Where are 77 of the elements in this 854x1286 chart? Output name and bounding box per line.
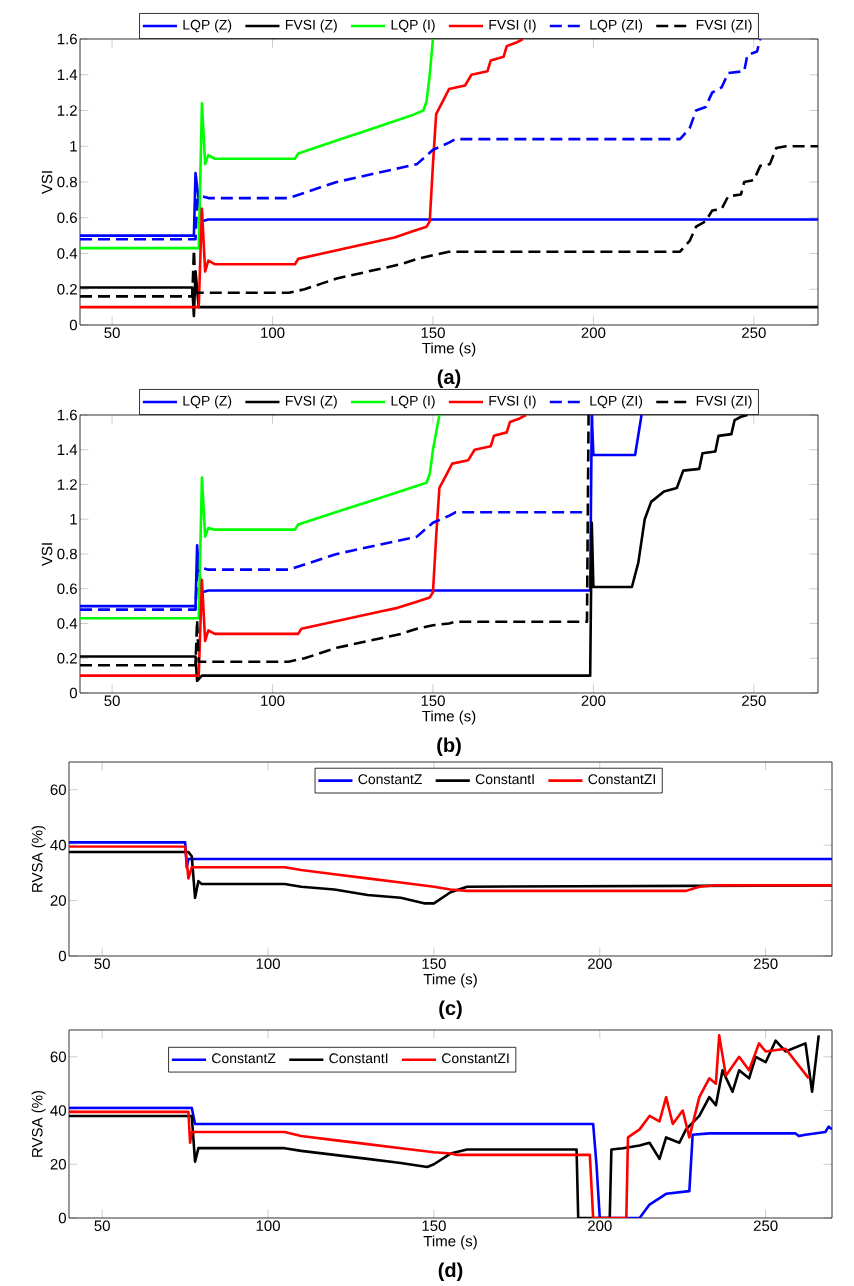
y-tick-label: 1.2 (57, 105, 77, 116)
y-tick-label: 1.4 (57, 69, 78, 80)
legend-label: LQP (Z) (183, 395, 232, 409)
x-tick-label: 200 (581, 695, 606, 707)
line-series (69, 845, 832, 893)
x-axis-title: Time (s) (423, 973, 477, 988)
x-tick-label: 150 (422, 1220, 446, 1232)
x-tick-label: 150 (421, 695, 445, 707)
x-axis-title: Time (s) (423, 1235, 477, 1250)
y-tick-label: 0.2 (57, 652, 77, 664)
y-tick-label: 40 (50, 1105, 66, 1116)
y-axis-title: VSI (41, 171, 53, 195)
y-axis-title: RVSA (%) (31, 1090, 46, 1157)
legend-label: ConstantI (475, 774, 534, 785)
y-tick-label: 1 (70, 514, 77, 525)
y-tick-label: 20 (50, 1158, 66, 1170)
legend-label: ConstantI (329, 1053, 388, 1064)
x-tick-label: 50 (104, 695, 120, 707)
y-tick-label: 0.6 (57, 212, 77, 224)
y-tick-label: 1.4 (57, 444, 78, 455)
text: (c) (439, 1000, 462, 1020)
x-tick-label: 250 (753, 958, 778, 970)
y-tick-label: 0.4 (57, 618, 78, 629)
y-tick-label: 20 (50, 895, 66, 906)
y-tick-label: 0.2 (57, 283, 77, 295)
y-tick-label: 0 (58, 1212, 66, 1224)
legend-label: FVSI (Z) (285, 19, 337, 33)
legend-label: FVSI (ZI) (696, 19, 752, 33)
legend-label: LQP (ZI) (590, 19, 643, 33)
x-tick-label: 50 (94, 1220, 110, 1232)
x-tick-label: 50 (94, 958, 110, 970)
legend-label: FVSI (Z) (285, 395, 337, 409)
y-tick-label: 60 (50, 784, 66, 796)
y-tick-label: 0 (69, 687, 78, 699)
x-tick-label: 100 (261, 327, 285, 339)
x-tick-label: 150 (421, 327, 445, 339)
legend-label: LQP (Z) (183, 19, 232, 33)
x-tick-label: 100 (261, 695, 285, 707)
legend-label: FVSI (I) (489, 19, 536, 33)
y-tick-label: 1.2 (57, 479, 77, 490)
y-tick-label: 1.6 (57, 409, 77, 421)
y-tick-label: 0.8 (57, 176, 77, 188)
x-tick-label: 250 (742, 695, 766, 707)
y-tick-label: 0.8 (57, 548, 77, 560)
y-axis-title: VSI (41, 543, 53, 567)
legend-label: FVSI (ZI) (696, 395, 752, 409)
x-tick-label: 200 (588, 1220, 612, 1232)
legend-label: ConstantZ (358, 774, 422, 785)
x-tick-label: 250 (742, 327, 766, 339)
y-tick-label: 0.4 (57, 248, 78, 259)
legend-label: ConstantZ (212, 1053, 276, 1064)
y-axis-title: RVSA (%) (31, 825, 46, 892)
text: (b) (437, 737, 461, 757)
x-tick-label: 250 (753, 1220, 778, 1232)
legend-label: LQP (ZI) (590, 395, 643, 409)
y-tick-label: 1 (70, 141, 77, 152)
x-tick-label: 150 (422, 958, 446, 970)
y-tick-label: 0 (58, 950, 66, 962)
x-tick-label: 200 (588, 958, 612, 970)
legend-label: LQP (I) (391, 19, 435, 33)
x-tick-label: 50 (104, 327, 120, 339)
x-tick-label: 100 (256, 958, 280, 970)
legend-label: ConstantZI (588, 774, 655, 785)
y-tick-label: 1.6 (57, 33, 77, 45)
x-tick-label: 100 (256, 1220, 280, 1232)
legend-label: FVSI (I) (489, 395, 536, 409)
x-axis-title: Time (s) (422, 342, 476, 357)
y-tick-label: 0.6 (57, 583, 77, 595)
y-tick-label: 40 (50, 839, 66, 851)
x-tick-label: 200 (581, 327, 606, 339)
y-tick-label: 0 (69, 319, 78, 331)
text: (a) (437, 369, 461, 389)
legend-label: ConstantZI (442, 1053, 509, 1064)
x-axis-title: Time (s) (422, 710, 476, 725)
legend-label: LQP (I) (391, 395, 435, 409)
text: (d) (438, 1262, 463, 1282)
y-tick-label: 60 (50, 1051, 66, 1063)
